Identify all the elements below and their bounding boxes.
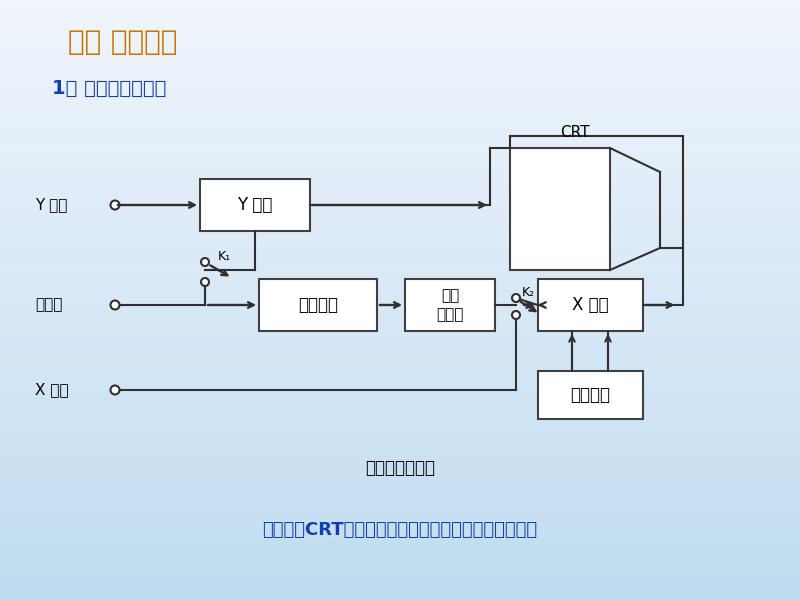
Bar [0, 80, 800, 90]
Bar [0, 160, 800, 170]
Bar [0, 360, 800, 370]
Bar [405, 279, 495, 331]
Bar [0, 580, 800, 590]
Bar [0, 20, 800, 30]
Circle shape [512, 294, 520, 302]
Bar [0, 240, 800, 250]
Circle shape [512, 311, 520, 319]
Text: Y 输入: Y 输入 [35, 197, 67, 212]
Bar [0, 500, 800, 510]
Bar [0, 10, 800, 20]
Bar [0, 480, 800, 490]
Bar [0, 520, 800, 530]
Text: 示波管（CRT）、电子放大系统、扫描触发系统、电源: 示波管（CRT）、电子放大系统、扫描触发系统、电源 [262, 521, 538, 539]
Bar [0, 540, 800, 550]
Text: X 输入: X 输入 [35, 383, 69, 397]
Bar [0, 400, 800, 410]
Text: Y 放大: Y 放大 [238, 196, 273, 214]
Bar [0, 340, 800, 350]
Bar [0, 230, 800, 240]
Bar [0, 320, 800, 330]
Bar [0, 70, 800, 80]
Bar [0, 270, 800, 280]
Bar [0, 0, 800, 10]
Bar [0, 390, 800, 400]
Text: CRT: CRT [560, 125, 590, 140]
Text: 外触发: 外触发 [35, 298, 62, 313]
Bar [0, 510, 800, 520]
Bar [0, 90, 800, 100]
Bar [0, 560, 800, 570]
Bar [0, 470, 800, 480]
Bar [0, 420, 800, 430]
Bar [0, 150, 800, 160]
Circle shape [201, 278, 209, 286]
Bar [0, 220, 800, 230]
Bar [0, 210, 800, 220]
Bar [0, 280, 800, 290]
Text: 触发同步: 触发同步 [298, 296, 338, 314]
Bar [0, 430, 800, 440]
Bar [0, 380, 800, 390]
Bar [538, 279, 642, 331]
Bar [0, 300, 800, 310]
Bar [0, 100, 800, 110]
Bar [0, 330, 800, 340]
Text: 扫描
发生器: 扫描 发生器 [436, 288, 464, 322]
Bar [0, 190, 800, 200]
Bar [0, 370, 800, 380]
Bar [0, 50, 800, 60]
Circle shape [110, 200, 119, 209]
Bar [0, 110, 800, 120]
Bar [0, 250, 800, 260]
Bar [0, 310, 800, 320]
Bar [0, 120, 800, 130]
Bar [0, 590, 800, 600]
Bar [0, 460, 800, 470]
Bar [0, 130, 800, 140]
Bar [538, 371, 642, 419]
Bar [0, 450, 800, 460]
Bar [0, 180, 800, 190]
Bar [510, 148, 610, 270]
Bar [0, 40, 800, 50]
Bar [200, 179, 310, 231]
Bar [0, 440, 800, 450]
Bar [0, 550, 800, 560]
Text: 1、 示波器基本结构: 1、 示波器基本结构 [52, 79, 166, 97]
Text: K₂: K₂ [522, 286, 535, 298]
Bar [0, 140, 800, 150]
Text: X 放大: X 放大 [572, 296, 608, 314]
Bar [0, 30, 800, 40]
Bar [0, 200, 800, 210]
Bar [0, 530, 800, 540]
Bar [0, 350, 800, 360]
Bar [0, 60, 800, 70]
Bar [0, 570, 800, 580]
Bar [0, 410, 800, 420]
Text: K₁: K₁ [218, 250, 231, 263]
Circle shape [201, 258, 209, 266]
Bar [259, 279, 377, 331]
Bar [0, 260, 800, 270]
Text: 示波器原理框图: 示波器原理框图 [365, 459, 435, 477]
Circle shape [110, 301, 119, 310]
Text: 直流电源: 直流电源 [570, 386, 610, 404]
Bar [0, 170, 800, 180]
Text: 三、 实验原理: 三、 实验原理 [68, 28, 178, 56]
Bar [0, 490, 800, 500]
Bar [0, 290, 800, 300]
Circle shape [110, 385, 119, 395]
